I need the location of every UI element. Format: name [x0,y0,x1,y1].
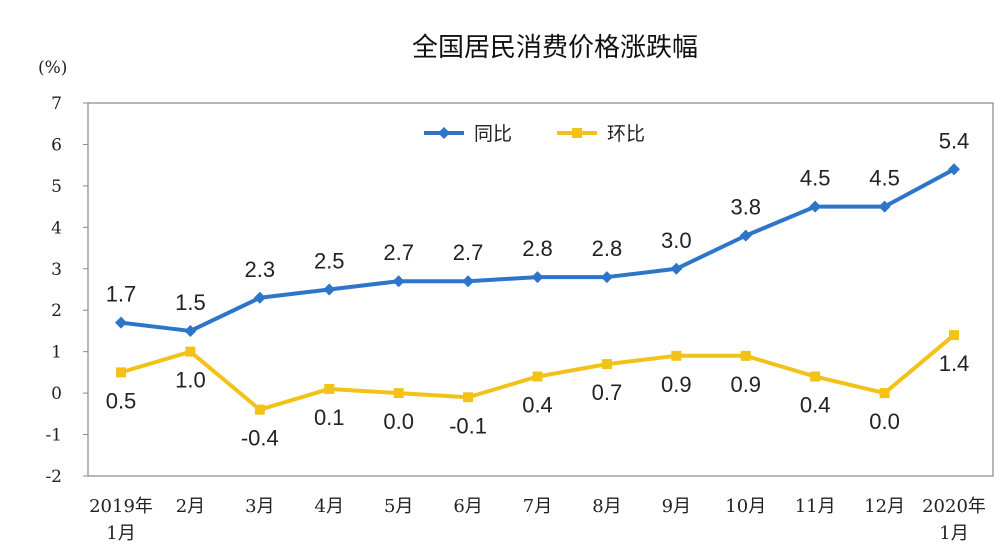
data-label: 4.5 [869,166,900,191]
data-label: 2.8 [522,236,553,261]
data-point-marker [670,262,683,275]
data-point-marker [671,350,682,361]
legend-label: 同比 [474,123,512,145]
data-label: 0.4 [800,393,831,418]
chart-title: 全国居民消费价格涨跌幅 [412,33,698,63]
y-tick-label: 1 [51,343,62,363]
data-label: 1.0 [175,368,206,393]
data-point-marker [462,275,475,288]
data-label: 0.9 [661,372,692,397]
data-point-marker [393,388,404,399]
series-layer: 1.7 1.5 2.3 2.5 2.7 2.7 2.8 2.8 3.0 3.8 4.5 4.5 5.4 0… [106,128,970,450]
data-point-marker [809,200,822,213]
data-point-marker [463,392,474,403]
x-tick-label: 2020年 [922,496,986,517]
data-label: 2.7 [383,240,414,265]
x-tick-label: 6月 [453,496,482,517]
data-point-marker [879,388,890,399]
y-axis-unit-label: (%) [38,58,67,78]
data-label: 0.9 [730,372,761,397]
data-label: 0.0 [869,409,900,434]
data-label: 2.5 [314,249,345,274]
data-point-marker [949,330,959,341]
y-tick-label: 3 [51,260,62,280]
y-tick-label: 2 [51,301,62,321]
data-label: 2.8 [592,236,623,261]
data-label: 1.7 [106,282,137,307]
data-point-marker [184,324,197,337]
data-point-marker [254,404,265,415]
data-label: 0.0 [383,409,414,434]
data-point-marker [392,275,405,288]
data-point-marker [948,163,960,176]
data-point-marker [600,271,613,284]
y-axis: -2 -1 0 1 2 3 4 5 6 7 [45,94,88,487]
legend-marker [572,128,582,138]
data-point-marker [324,383,335,394]
x-tick-label: 11月 [795,496,836,517]
data-point-marker [532,371,543,382]
data-label: 4.5 [800,166,831,191]
data-point-marker [253,291,266,304]
x-tick-label: 7月 [523,496,552,517]
x-tick-label: 10月 [725,496,766,517]
data-label: -0.1 [449,413,487,438]
data-point-marker [531,271,544,284]
y-tick-label: 7 [51,94,62,114]
x-tick-label: 5月 [384,496,413,517]
data-point-marker [601,359,612,370]
data-label: 0.7 [592,380,623,405]
x-axis: 2019年 1月 2月 3月 4月 5月 6月 7月 8月 9月 10月 11月 12月 2020年 1月 [89,496,986,544]
y-tick-label: 6 [51,135,62,155]
data-label: 1.5 [175,290,206,315]
legend-label: 环比 [607,123,645,145]
x-tick-label: 2019年 [89,496,153,517]
legend: 同比 环比 [424,123,645,145]
data-point-marker [116,367,126,378]
y-tick-label: 5 [51,177,62,197]
data-label: 0.4 [522,393,553,418]
data-label: 2.7 [453,240,484,265]
plot-area [87,102,994,477]
y-tick-label: -1 [45,426,62,446]
y-tick-label: 4 [51,218,62,238]
data-label: 3.8 [730,195,761,220]
x-tick-label: 8月 [592,496,621,517]
data-label: 0.1 [314,405,345,430]
data-point-marker [810,371,821,382]
data-label: 3.0 [661,228,692,253]
data-point-marker [115,316,127,329]
x-tick-label: 1月 [106,523,135,544]
data-point-marker [323,283,336,296]
legend-marker [438,127,450,139]
x-tick-label: 3月 [245,496,274,517]
data-point-marker [739,229,752,242]
data-label: 1.4 [939,351,970,376]
data-label: 5.4 [939,128,970,153]
y-tick-label: 0 [51,384,62,404]
data-point-marker [878,200,891,213]
x-tick-label: 9月 [662,496,691,517]
data-point-marker [740,350,751,361]
x-tick-label: 12月 [864,496,905,517]
data-label: 0.5 [106,388,137,413]
x-tick-label: 2月 [176,496,205,517]
data-label: -0.4 [241,426,279,451]
x-tick-label: 4月 [315,496,344,517]
data-point-marker [185,346,196,357]
data-label: 2.3 [245,257,276,282]
x-tick-label: 1月 [939,523,968,544]
y-tick-label: -2 [45,467,62,487]
